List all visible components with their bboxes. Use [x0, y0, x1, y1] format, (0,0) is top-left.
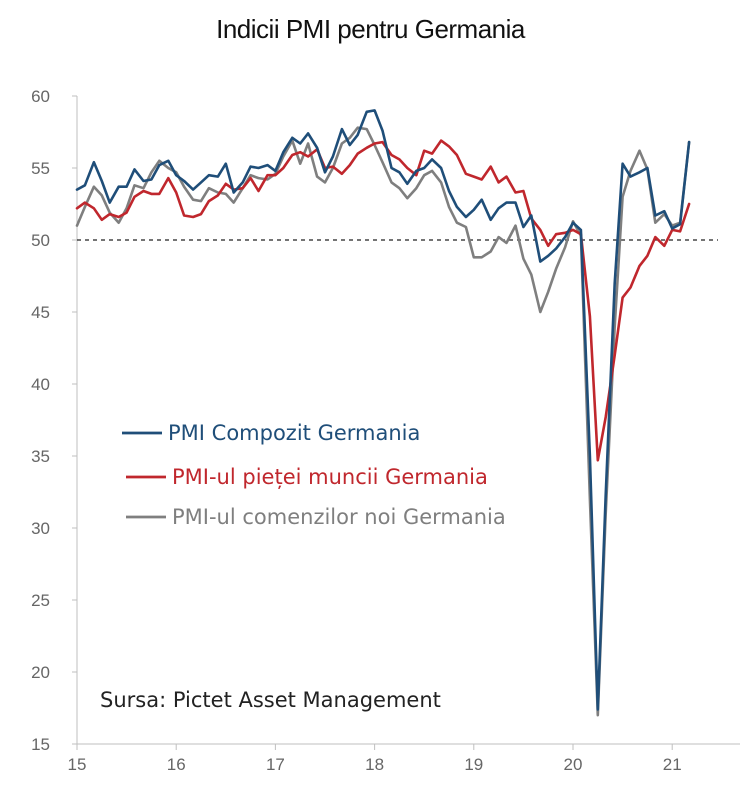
legend-label: PMI-ul pieței muncii Germania	[172, 465, 488, 489]
y-tick-label: 50	[31, 231, 50, 250]
series-lines	[75, 109, 691, 717]
chart-title: Indicii PMI pentru Germania	[216, 14, 525, 44]
series-line-employment	[75, 139, 691, 462]
x-tick-label: 17	[266, 755, 285, 774]
source-label: Sursa: Pictet Asset Management	[100, 688, 441, 712]
y-tick-label: 30	[31, 519, 50, 538]
y-tick-label: 25	[31, 591, 50, 610]
x-tick-label: 15	[68, 755, 87, 774]
x-tick-label: 20	[564, 755, 583, 774]
legend: PMI Compozit Germania PMI-ul pieței munci…	[122, 421, 506, 529]
y-tick-label: 60	[31, 87, 50, 106]
y-tick-label: 55	[31, 159, 50, 178]
y-tick-label: 15	[31, 735, 50, 754]
y-tick-label: 45	[31, 303, 50, 322]
series-line-composite	[75, 109, 691, 711]
y-tick-label: 35	[31, 447, 50, 466]
axes: 15 20 25 30 35 40 45 50 55 60 15 16 17 18 19 20 21	[31, 87, 740, 774]
x-tick-label: 18	[365, 755, 384, 774]
y-tick-label: 40	[31, 375, 50, 394]
legend-label: PMI-ul comenzilor noi Germania	[172, 505, 506, 529]
x-tick-label: 16	[167, 755, 186, 774]
y-tick-label: 20	[31, 663, 50, 682]
x-tick-label: 19	[464, 755, 483, 774]
x-tick-label: 21	[663, 755, 682, 774]
legend-label: PMI Compozit Germania	[168, 421, 420, 445]
